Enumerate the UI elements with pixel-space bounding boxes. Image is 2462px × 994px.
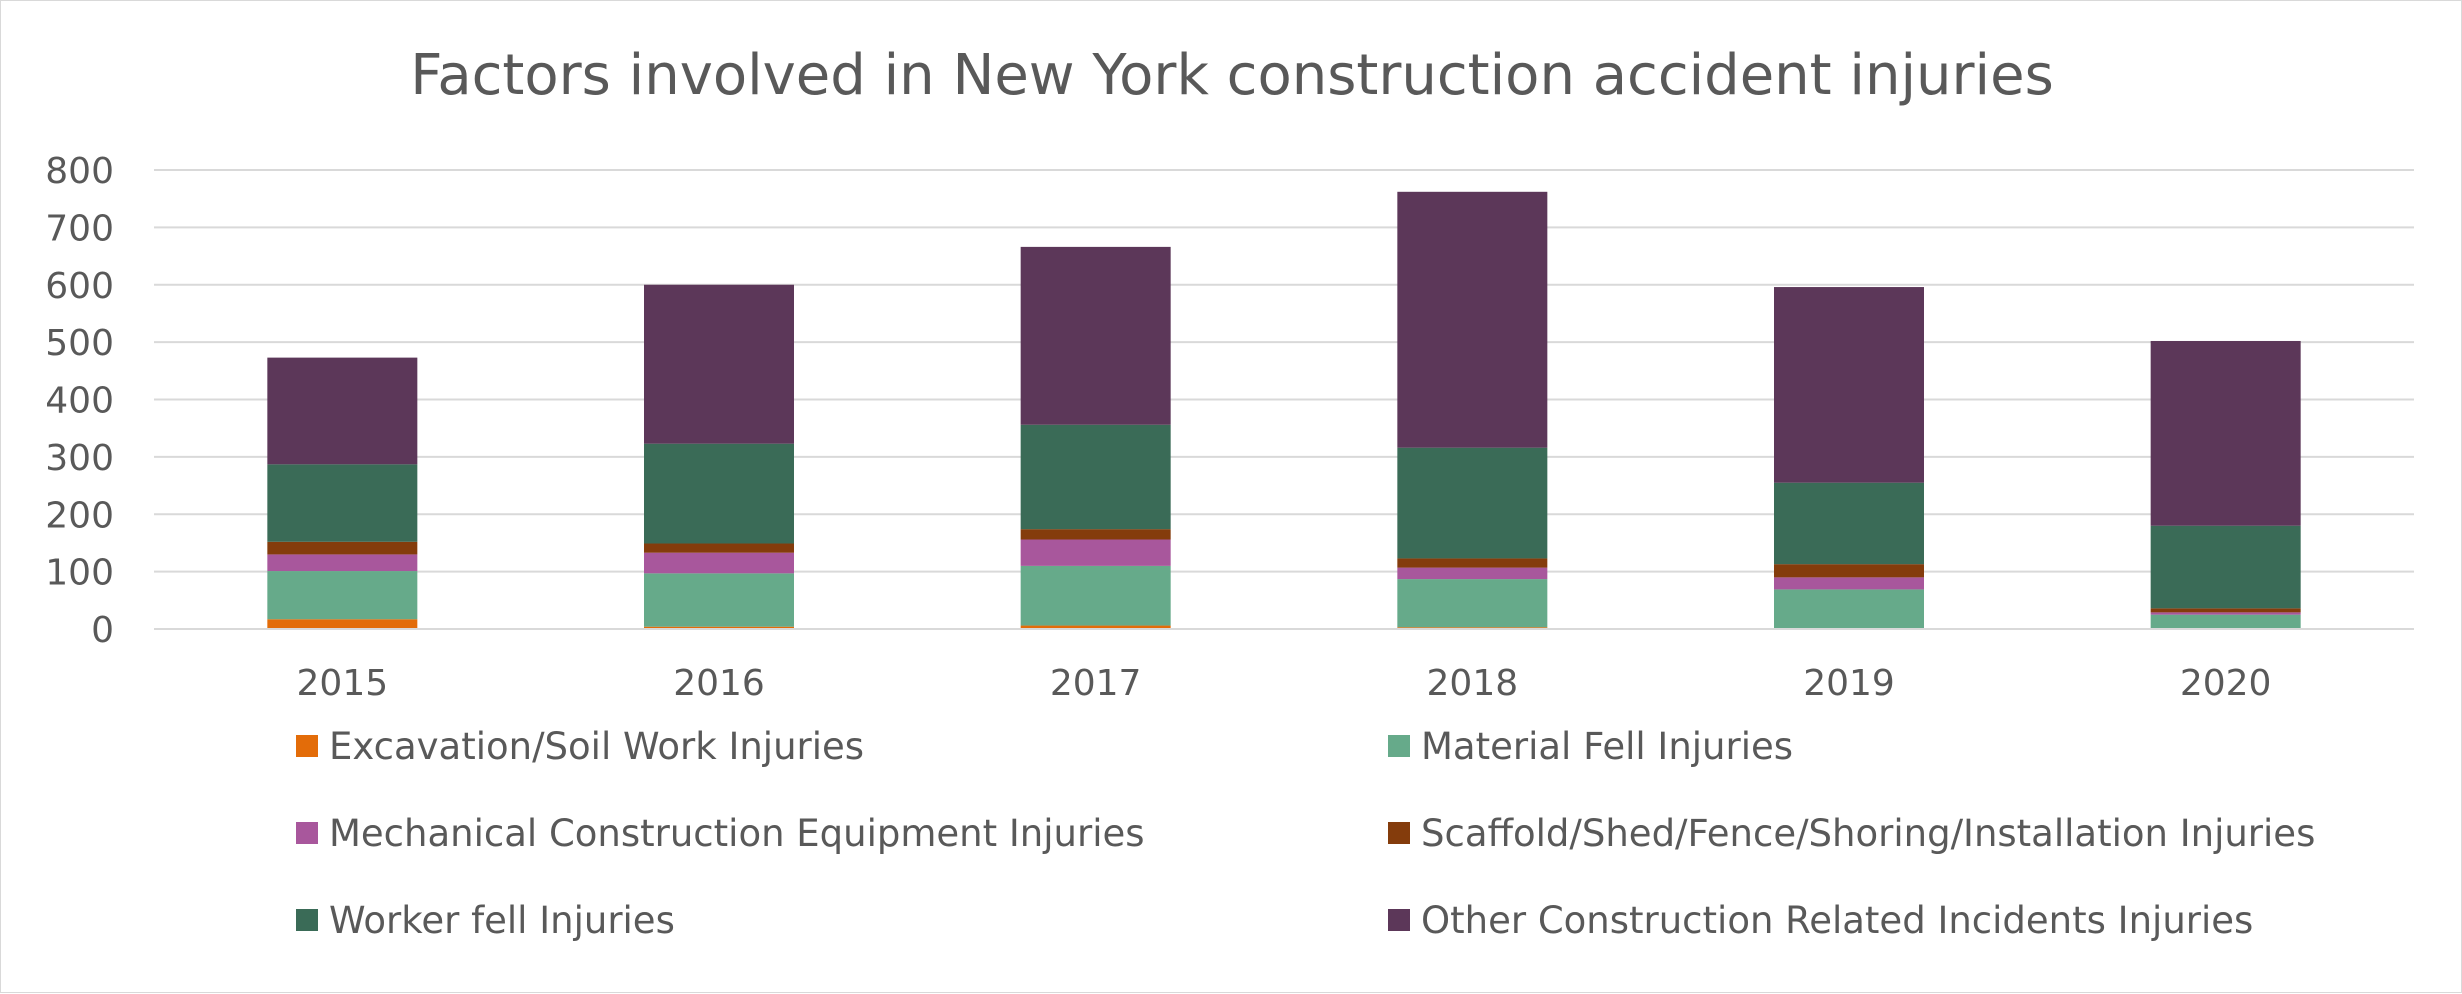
legend-label: Other Construction Related Incidents Inj… xyxy=(1421,899,2253,942)
y-tick-label: 700 xyxy=(45,208,114,249)
legend-label: Scaffold/Shed/Fence/Shoring/Installation… xyxy=(1421,812,2315,855)
legend-label: Worker fell Injuries xyxy=(329,899,675,942)
bar-segment xyxy=(1020,424,1171,530)
y-tick-label: 800 xyxy=(45,151,114,192)
bar-segment xyxy=(644,543,794,553)
bar-segment xyxy=(1397,191,1548,448)
bar-segment xyxy=(644,626,794,629)
x-tick-label: 2017 xyxy=(1050,663,1142,704)
bar-segment xyxy=(267,541,418,555)
y-tick-label: 500 xyxy=(45,323,114,364)
x-axis-tick-labels: 2015 2016 2017 2018 2019 2020 xyxy=(297,663,2272,704)
bar-segment xyxy=(644,573,794,627)
legend-swatch xyxy=(1388,909,1410,931)
bar-segment xyxy=(1397,447,1548,559)
bar-segment xyxy=(267,571,418,620)
bar-segment xyxy=(2150,340,2301,526)
x-tick-label: 2018 xyxy=(1427,663,1519,704)
gridlines xyxy=(154,169,2414,573)
y-tick-label: 100 xyxy=(45,553,114,594)
y-axis-tick-labels: 0 100 200 300 400 500 600 700 800 xyxy=(45,151,114,651)
legend-item: Excavation/Soil Work Injuries xyxy=(296,725,864,768)
bar-segment xyxy=(1774,564,1924,578)
bar-segment xyxy=(644,552,794,574)
bar-segment xyxy=(267,464,418,542)
bar-segment xyxy=(1774,287,1924,483)
bar-segment xyxy=(1397,579,1548,628)
y-tick-label: 0 xyxy=(91,610,114,651)
bar-segment xyxy=(1397,558,1548,568)
bar-segment xyxy=(2150,612,2301,615)
legend-swatch xyxy=(296,909,318,931)
legend-label: Mechanical Construction Equipment Injuri… xyxy=(329,812,1145,855)
legend-swatch xyxy=(1388,735,1410,757)
bar-segment xyxy=(1397,567,1548,580)
chart-title: Factors involved in New York constructio… xyxy=(410,43,2054,108)
legend-swatch xyxy=(296,735,318,757)
x-tick-label: 2019 xyxy=(1803,663,1895,704)
legend-item: Material Fell Injuries xyxy=(1388,725,1793,768)
bar-segment xyxy=(1020,625,1171,629)
bar-segment xyxy=(2150,525,2301,609)
bar-segment xyxy=(267,619,418,629)
y-tick-label: 400 xyxy=(45,381,114,422)
bar-segment xyxy=(1774,482,1924,565)
y-tick-label: 600 xyxy=(45,266,114,307)
x-tick-label: 2016 xyxy=(673,663,765,704)
legend-item: Other Construction Related Incidents Inj… xyxy=(1388,899,2253,942)
legend: Excavation/Soil Work Injuries Material Fe… xyxy=(296,725,2315,942)
bar-segment xyxy=(1774,589,1924,629)
bar-segment xyxy=(1020,539,1171,566)
x-tick-label: 2020 xyxy=(2180,663,2272,704)
bar-segment xyxy=(1020,565,1171,626)
bar-segment xyxy=(1020,529,1171,540)
legend-item: Mechanical Construction Equipment Injuri… xyxy=(296,812,1145,855)
y-tick-label: 200 xyxy=(45,495,114,536)
bar-segment xyxy=(2150,608,2301,613)
legend-swatch xyxy=(296,822,318,844)
bar-segment xyxy=(1774,577,1924,590)
legend-item: Scaffold/Shed/Fence/Shoring/Installation… xyxy=(1388,812,2315,855)
bar-segment xyxy=(644,284,794,444)
bar-segment xyxy=(1020,246,1171,425)
legend-label: Material Fell Injuries xyxy=(1421,725,1793,768)
bar-segment xyxy=(2150,614,2301,629)
legend-label: Excavation/Soil Work Injuries xyxy=(329,725,864,768)
bar-stacks xyxy=(267,191,2301,629)
y-tick-label: 300 xyxy=(45,438,114,479)
legend-swatch xyxy=(1388,822,1410,844)
bar-segment xyxy=(267,554,418,572)
x-tick-label: 2015 xyxy=(297,663,389,704)
bar-segment xyxy=(644,443,794,544)
legend-item: Worker fell Injuries xyxy=(296,899,675,942)
bar-segment xyxy=(267,357,418,465)
